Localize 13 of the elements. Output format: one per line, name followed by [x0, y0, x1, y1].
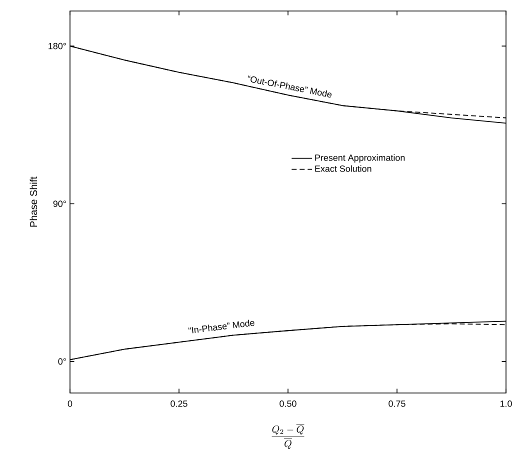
x-tick-label: 0.75: [388, 400, 406, 407]
x-tick-label: 1.0: [500, 400, 512, 407]
x-tick-label: 0: [68, 400, 72, 407]
y-tick-label: 90°: [53, 200, 66, 207]
legend-label: Present Approximation: [315, 154, 405, 163]
x-axis-title: $\frac{Q_2 - \overline{Q}}{\overline{Q}}$: [272, 424, 304, 449]
y-axis-title: Phase Shift: [30, 176, 38, 227]
x-tick-label: 0.25: [170, 400, 188, 407]
annotation: “In-Phase” Mode: [188, 320, 254, 334]
y-tick-label: 180°: [48, 42, 66, 50]
legend-label: Exact Solution: [315, 165, 372, 172]
x-tick-label: 0.50: [280, 400, 296, 407]
y-tick-label: 0°: [58, 358, 66, 365]
